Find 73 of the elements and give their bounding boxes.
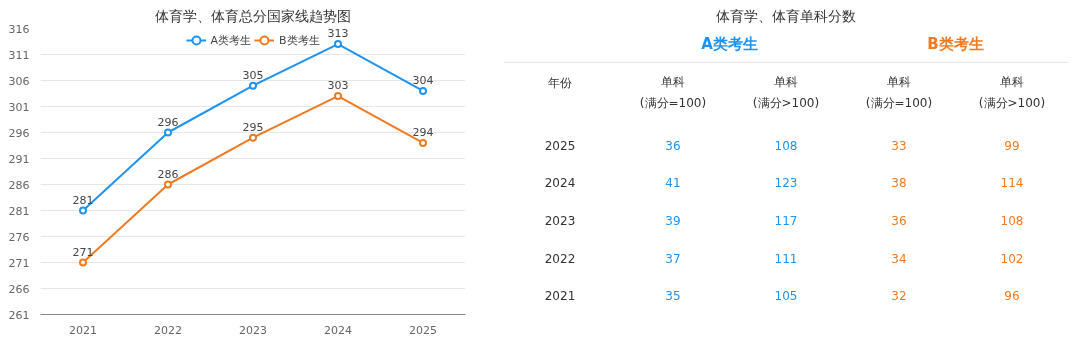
- chart-title: 体育学、体育总分国家线趋势图: [155, 7, 351, 24]
- x-tick-label: 2025: [409, 323, 437, 337]
- data-label: 305: [242, 68, 264, 82]
- data-label: 33: [891, 138, 907, 153]
- chart-title: 体育学、体育单科分数: [716, 7, 856, 24]
- data-label: 281: [72, 193, 94, 207]
- point: [79, 206, 87, 215]
- y-tick-label: 2023: [544, 213, 576, 228]
- point: [249, 133, 257, 142]
- x-tick-label: 2023: [239, 323, 267, 337]
- data-label: 304: [412, 73, 434, 87]
- point: [419, 86, 427, 95]
- point: [334, 92, 342, 101]
- data-label: 286: [157, 167, 179, 181]
- data-label: 295: [242, 120, 264, 134]
- text: B类考生: [927, 34, 984, 53]
- point: [164, 128, 172, 137]
- y-tick-label: 2025: [544, 138, 576, 153]
- point: [164, 180, 172, 189]
- legend-label: A类考生: [210, 32, 251, 48]
- x-tick-label: 2022: [154, 323, 182, 337]
- y-tick-label: 306: [8, 74, 30, 88]
- data-label: 117: [774, 213, 798, 228]
- data-label: 114: [1000, 176, 1024, 191]
- x-tick-label: 单科 (满分>100): [978, 74, 1046, 110]
- x-tick-label: 单科 (满分=100): [865, 74, 933, 110]
- point: [249, 81, 257, 90]
- y-tick-label: 2021: [544, 289, 576, 304]
- x-tick-label: 单科 (满分=100): [639, 74, 707, 110]
- data-label: 41: [665, 176, 681, 191]
- data-label: 313: [327, 27, 349, 41]
- y-tick-label: 281: [8, 204, 30, 218]
- data-label: 123: [774, 176, 798, 191]
- data-label: 99: [1004, 138, 1020, 153]
- data-label: 36: [665, 138, 681, 153]
- y-tick-label: 296: [8, 126, 30, 140]
- data-label: 38: [891, 176, 907, 191]
- data-label: 108: [774, 138, 798, 153]
- y-tick-label: 301: [8, 100, 30, 114]
- data-label: 105: [774, 289, 798, 304]
- data-label: 39: [665, 213, 681, 228]
- data-label: 303: [327, 79, 349, 93]
- data-label: 296: [157, 115, 179, 129]
- data-label: 102: [1000, 251, 1024, 266]
- x-tick-label: 2021: [69, 323, 97, 337]
- y-tick-label: 291: [8, 152, 30, 166]
- x-tick-label: 单科 (满分>100): [752, 74, 820, 110]
- y-tick-label: 2022: [544, 251, 576, 266]
- data-label: 37: [665, 251, 681, 266]
- data-label: 108: [1000, 213, 1024, 228]
- point: [419, 138, 427, 147]
- y-tick-label: 271: [8, 256, 30, 270]
- text: A类考生: [701, 34, 758, 53]
- data-label: 36: [891, 213, 907, 228]
- y-tick-label: 261: [8, 308, 30, 322]
- y-tick-label: 311: [8, 48, 30, 62]
- data-label: 32: [891, 289, 907, 304]
- point: [334, 40, 342, 49]
- y-tick-label: 266: [8, 282, 30, 296]
- x-tick-label: 2024: [324, 323, 352, 337]
- data-label: 294: [412, 125, 434, 139]
- data-label: 35: [665, 289, 681, 304]
- data-label: 271: [72, 245, 94, 259]
- y-axis-title: 年份: [548, 76, 572, 91]
- y-tick-label: 286: [8, 178, 30, 192]
- legend-label: B类考生: [278, 32, 320, 48]
- data-label: 34: [891, 251, 907, 266]
- y-tick-label: 316: [8, 22, 30, 36]
- point: [79, 258, 87, 267]
- data-label: 111: [774, 251, 798, 266]
- data-label: 96: [1004, 289, 1020, 304]
- y-tick-label: 276: [8, 230, 30, 244]
- y-tick-label: 2024: [544, 176, 576, 191]
